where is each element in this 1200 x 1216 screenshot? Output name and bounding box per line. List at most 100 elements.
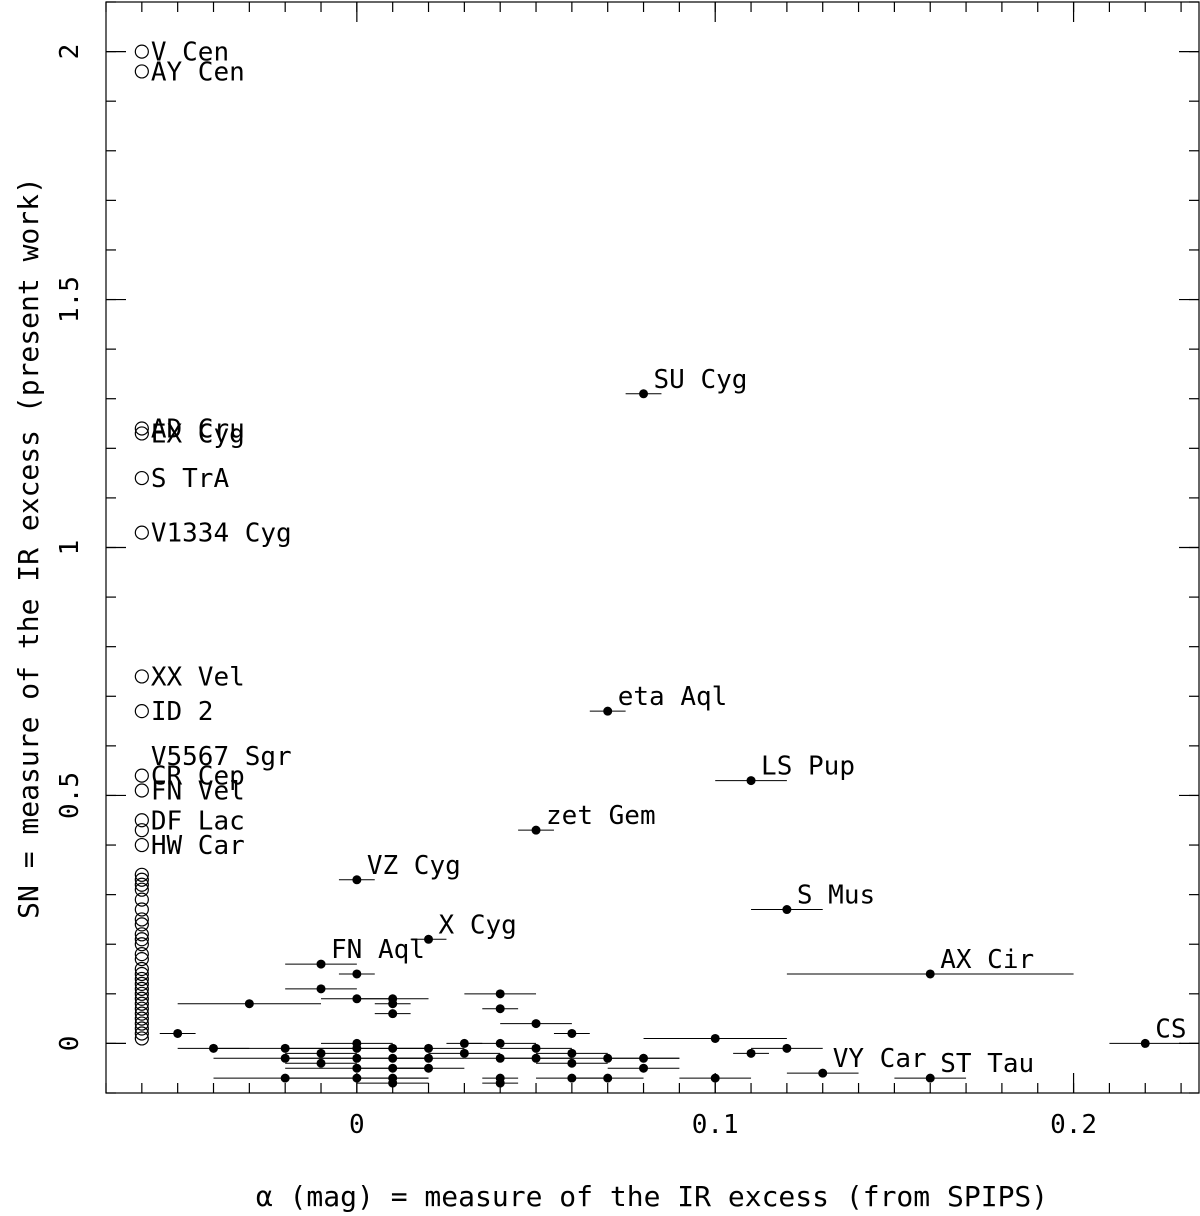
filled-point — [603, 1053, 613, 1063]
filled-point — [567, 1048, 577, 1058]
open-point — [134, 872, 149, 887]
open-point — [134, 912, 149, 927]
filled-point — [388, 1063, 398, 1073]
filled-point — [316, 959, 326, 969]
filled-point — [352, 1073, 362, 1083]
filled-point — [746, 776, 756, 786]
open-point — [134, 917, 149, 932]
open-point — [134, 64, 149, 79]
filled-point — [639, 389, 649, 399]
y-axis-title: SN = measure of the IR excess (present w… — [12, 177, 45, 919]
y-tick-label: 0.5 — [55, 772, 85, 819]
y-tick-label: 1.5 — [55, 276, 85, 323]
filled-point — [459, 1048, 469, 1058]
filled-point — [388, 999, 398, 1009]
filled-point — [639, 1053, 649, 1063]
filled-point — [424, 934, 434, 944]
x-tick-label: 0.1 — [692, 1110, 739, 1140]
filled-point — [531, 1043, 541, 1053]
filled-point — [782, 1043, 792, 1053]
open-point — [134, 892, 149, 907]
filled-point — [746, 1048, 756, 1058]
point-label: AY Cen — [151, 57, 245, 87]
point-label: zet Gem — [546, 801, 656, 831]
point-label: FN Aql — [331, 935, 425, 965]
filled-point — [459, 1038, 469, 1048]
point-label: S Mus — [797, 881, 875, 911]
x-tick-label: 0 — [349, 1110, 365, 1140]
point-label: V1334 Cyg — [151, 519, 292, 549]
point-label: ST Tau — [940, 1049, 1034, 1079]
open-point — [134, 823, 149, 838]
open-point — [134, 882, 149, 897]
point-label: XX Vel — [151, 662, 245, 692]
filled-point — [782, 905, 792, 915]
filled-point — [352, 994, 362, 1004]
open-point — [134, 783, 149, 798]
filled-point — [424, 1063, 434, 1073]
y-tick-label: 2 — [55, 44, 85, 60]
filled-point — [280, 1073, 290, 1083]
point-label: VZ Cyg — [367, 851, 461, 881]
filled-point — [352, 875, 362, 885]
point-label: ID 2 — [151, 697, 214, 727]
filled-point — [818, 1068, 828, 1078]
open-point — [134, 669, 149, 684]
filled-point — [209, 1043, 219, 1053]
point-label: eta Aql — [618, 682, 728, 712]
filled-point — [531, 1053, 541, 1063]
filled-point — [531, 825, 541, 835]
open-point — [134, 947, 149, 962]
point-label: FN Vel — [151, 776, 245, 806]
point-label: AX Cir — [940, 945, 1034, 975]
point-label: SU Cyg — [654, 365, 748, 395]
filled-point — [925, 969, 935, 979]
filled-point — [925, 1073, 935, 1083]
point-label: LS Pup — [761, 752, 855, 782]
filled-point — [710, 1033, 720, 1043]
filled-point — [388, 1043, 398, 1053]
x-axis-title: α (mag) = measure of the IR excess (from… — [256, 1180, 1048, 1213]
open-point — [134, 971, 149, 987]
open-point — [134, 768, 149, 783]
filled-point — [388, 1053, 398, 1063]
filled-point — [424, 1053, 434, 1063]
filled-point — [352, 969, 362, 979]
open-point — [134, 1021, 149, 1036]
y-tick-label: 1 — [55, 540, 85, 556]
filled-point — [567, 1073, 577, 1083]
open-point — [134, 996, 149, 1011]
filled-point — [495, 1038, 505, 1048]
point-label: DF Lac — [151, 806, 245, 836]
filled-point — [639, 1063, 649, 1073]
open-point — [134, 1006, 149, 1021]
filled-point — [244, 999, 254, 1009]
point-label: CS Vel — [1155, 1014, 1200, 1044]
point-label: VY Car — [833, 1044, 927, 1074]
open-point — [134, 927, 149, 942]
open-point — [134, 986, 149, 1001]
open-point — [134, 704, 149, 719]
filled-point — [1140, 1038, 1150, 1048]
data-points — [134, 44, 1150, 1088]
filled-point — [316, 1058, 326, 1068]
open-point — [134, 976, 149, 992]
point-label: AD Cru — [151, 414, 245, 444]
open-point — [134, 525, 149, 540]
open-point — [134, 837, 149, 853]
y-tick-label: 0 — [55, 1036, 85, 1052]
filled-point — [495, 1004, 505, 1014]
filled-point — [495, 1053, 505, 1063]
filled-point — [603, 706, 613, 716]
open-point — [134, 1031, 149, 1046]
filled-point — [567, 1028, 577, 1038]
open-point — [134, 902, 149, 917]
axis-ticks: 0 0.1 0.2 0 0.5 1 1.5 2 — [55, 1, 1199, 1140]
open-point — [134, 421, 149, 436]
filled-point — [495, 1078, 505, 1088]
point-label: HW Car — [151, 831, 245, 861]
filled-point — [352, 1043, 362, 1053]
error-bars — [159, 393, 1182, 1084]
open-point — [134, 1011, 149, 1026]
